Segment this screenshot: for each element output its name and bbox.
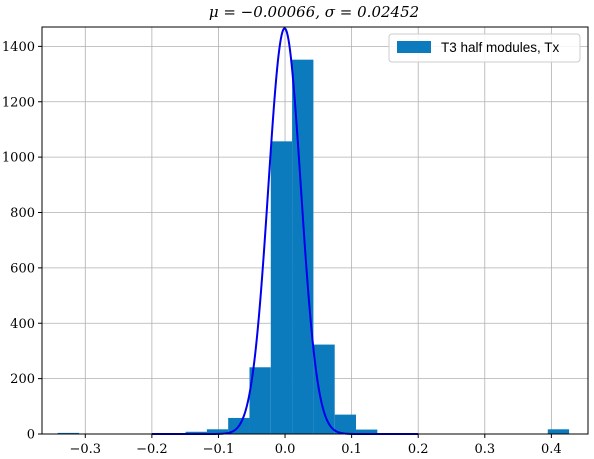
histogram-bar [249,367,271,434]
histogram-bars [57,59,570,435]
y-tick-label: 0 [27,428,35,443]
y-tick-label: 1400 [2,40,35,55]
x-tick-label: 0.0 [275,442,296,457]
histogram-bar [356,429,378,434]
x-tick-label: −0.2 [136,442,168,457]
histogram-bar [270,141,293,434]
histogram-bar [57,432,80,434]
histogram-bar [185,431,207,434]
y-tick-label: 600 [10,261,35,276]
legend-label: T3 half modules, Tx [441,40,560,55]
histogram-bar [334,414,357,434]
y-tick-label: 400 [10,317,35,332]
plot-frame [41,26,589,435]
histogram-bar [292,59,314,435]
grid [42,27,588,435]
histogram-bar [313,344,335,434]
x-tick-label: 0.1 [341,442,362,457]
x-tick-label: −0.3 [69,442,101,457]
legend-swatch [397,41,431,53]
histogram-bar [547,429,570,434]
histogram-bar [206,429,229,434]
y-tick-label: 200 [10,372,35,387]
y-tick-label: 800 [10,206,35,221]
chart-title: μ = −0.00066, σ = 0.02452 [209,3,419,21]
x-tick-label: −0.1 [203,442,235,457]
legend-box [388,33,581,63]
x-tick-label: 0.3 [474,442,495,457]
x-tick-label: 0.2 [408,442,429,457]
y-tick-label: 1200 [2,95,35,110]
x-tick-label: 0.4 [541,442,562,457]
x-axis: −0.3 −0.2 −0.1 0.0 0.1 0.2 0.3 0.4 [69,434,562,457]
y-axis: 0 200 400 600 800 1000 1200 1400 [2,40,42,443]
y-tick-label: 1000 [2,151,35,166]
legend: T3 half modules, Tx [388,33,581,63]
